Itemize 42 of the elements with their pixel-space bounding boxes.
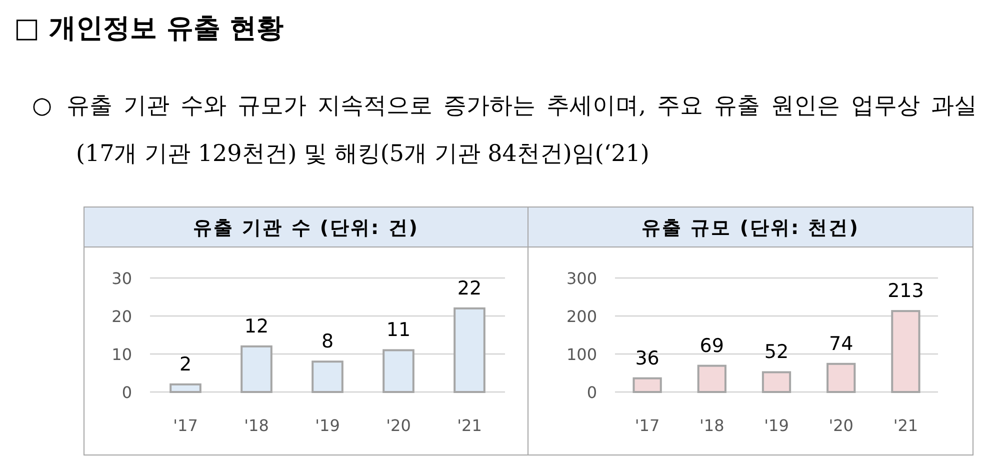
bar (762, 371, 792, 393)
x-tick-label: '20 (828, 416, 854, 435)
data-label: 22 (457, 277, 482, 300)
y-tick-label: 0 (586, 383, 597, 402)
data-label: 213 (888, 280, 924, 302)
bar (454, 307, 486, 393)
bar (697, 364, 726, 393)
chart-title: 유출 기관 수 (단위: 건) (193, 217, 419, 239)
y-tick-label: 20 (112, 307, 132, 326)
x-tick-label: '21 (893, 416, 918, 435)
data-label: 52 (764, 341, 789, 364)
bar (826, 362, 856, 393)
data-label: 8 (321, 330, 334, 353)
data-label: 2 (179, 353, 192, 376)
x-tick-label: '18 (700, 416, 724, 435)
y-tick-label: 30 (112, 269, 132, 288)
y-tick-label: 0 (122, 383, 132, 402)
y-tick-label: 10 (112, 345, 132, 364)
bar (382, 349, 414, 393)
data-label: 11 (386, 319, 411, 342)
data-label: 74 (829, 332, 854, 355)
x-tick-label: '19 (764, 416, 789, 435)
text: ○ 유출 기관 수와 규모가 지속적으로 증가하는 추세이며, 주요 유출 원인은 업무상 과실(17개 기관 129천건) 및 해킹(5개 기관 84천건)임(‘21) (32, 92, 977, 169)
y-tick-label: 200 (566, 307, 597, 326)
x-tick-label: '18 (244, 416, 269, 435)
bar (891, 310, 920, 393)
x-tick-label: '17 (173, 416, 198, 435)
x-tick-label: '20 (386, 416, 411, 435)
chart-title: 유출 규모 (단위: 천건) (642, 217, 860, 239)
data-label: 12 (244, 315, 269, 338)
data-label: 36 (635, 347, 660, 370)
x-tick-label: '21 (457, 416, 482, 435)
x-tick-label: '19 (315, 416, 340, 435)
bar (240, 345, 272, 393)
y-tick-label: 100 (566, 345, 597, 364)
y-tick-label: 300 (566, 269, 597, 288)
bar (312, 360, 344, 393)
data-label: 69 (700, 334, 724, 357)
bar (632, 377, 662, 393)
bar (170, 383, 202, 393)
text: □ 개인정보 유출 현황 (14, 12, 284, 46)
x-tick-label: '17 (634, 416, 660, 435)
